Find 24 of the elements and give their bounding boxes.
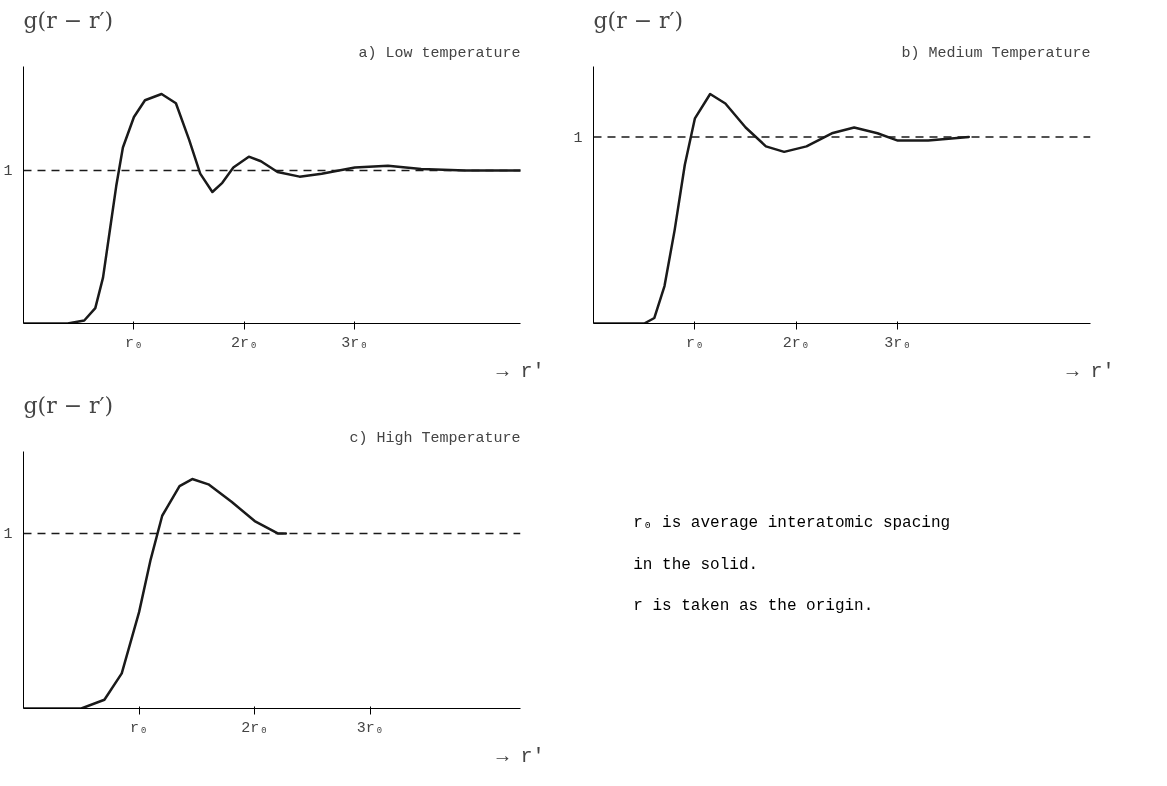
text: r₀ is average interatomic spacing <box>633 514 951 533</box>
x-tick-label: 2r₀ <box>230 334 258 352</box>
y-axis-title: g(r − r′) <box>23 7 114 33</box>
ref-line-label: 1 <box>3 163 13 181</box>
x-axis-title: → r′ <box>1066 359 1115 383</box>
chart-title: a) Low temperature <box>358 44 521 62</box>
x-tick-label: 2r₀ <box>782 334 810 352</box>
text: in the solid. <box>633 555 759 574</box>
x-tick-label: 3r₀ <box>884 334 912 352</box>
x-axis-title: → r′ <box>496 744 545 768</box>
ref-line-label: 1 <box>3 526 13 544</box>
x-axis-title: → r′ <box>496 359 545 383</box>
y-axis-title: g(r − r′) <box>593 7 684 33</box>
x-tick-label: 2r₀ <box>241 719 269 737</box>
text: r is taken as the origin. <box>633 596 874 615</box>
ref-line-label: 1 <box>573 129 583 147</box>
x-tick-label: r₀ <box>685 334 704 352</box>
x-tick-label: 3r₀ <box>356 719 384 737</box>
x-tick-label: 3r₀ <box>341 334 369 352</box>
chart-title: c) High Temperature <box>349 429 521 447</box>
x-tick-label: r₀ <box>124 334 143 352</box>
x-tick-label: r₀ <box>130 719 149 737</box>
y-axis-title: g(r − r′) <box>23 392 114 418</box>
chart-title: b) Medium Temperature <box>901 44 1091 62</box>
